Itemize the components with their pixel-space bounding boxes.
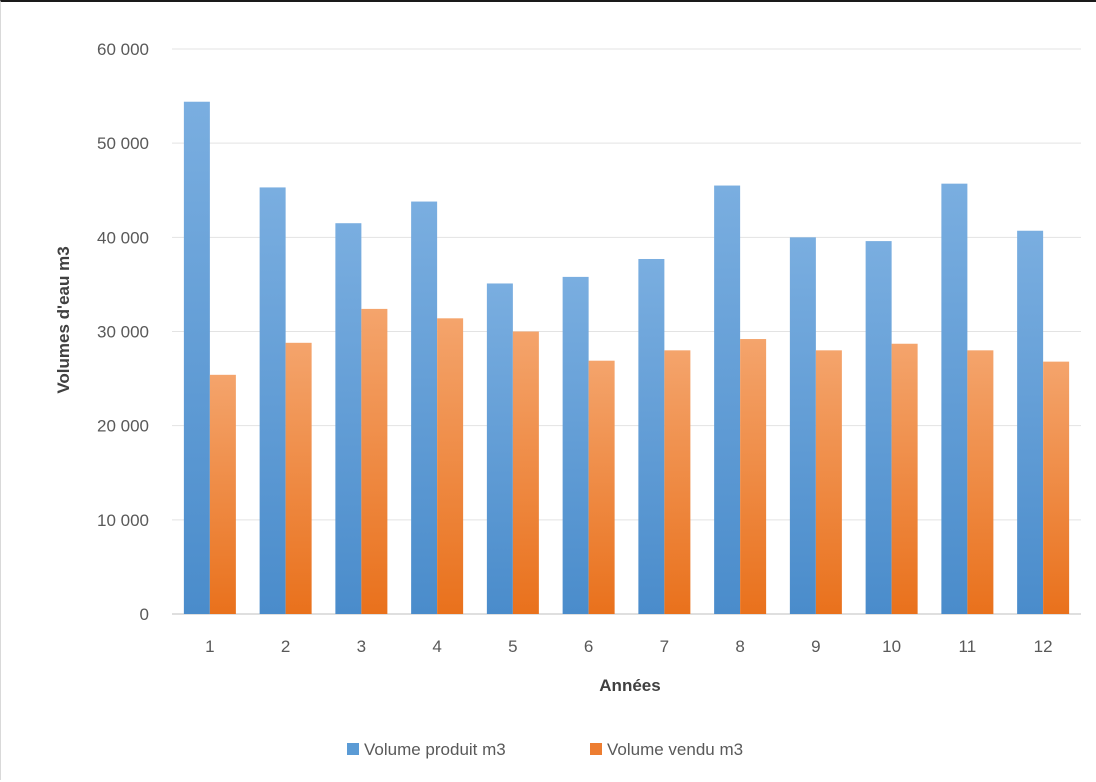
x-axis-title: Années bbox=[599, 676, 660, 695]
x-tick-label: 10 bbox=[882, 637, 901, 656]
bar-volume-produit-5 bbox=[486, 283, 513, 614]
bar-volume-vendu-11 bbox=[967, 350, 994, 614]
bar-volume-vendu-7 bbox=[664, 350, 691, 614]
bar-volume-produit-1 bbox=[183, 101, 210, 614]
x-tick-label: 3 bbox=[357, 637, 366, 656]
bars bbox=[183, 101, 1070, 615]
bar-volume-produit-7 bbox=[638, 258, 665, 614]
y-tick-label: 20 000 bbox=[97, 417, 149, 436]
bar-volume-vendu-10 bbox=[891, 343, 918, 614]
y-tick-label: 10 000 bbox=[97, 511, 149, 530]
x-tick-label: 6 bbox=[584, 637, 593, 656]
x-tick-label: 8 bbox=[735, 637, 744, 656]
bar-volume-produit-2 bbox=[259, 187, 286, 615]
bar-volume-vendu-4 bbox=[437, 318, 464, 614]
bar-volume-vendu-9 bbox=[815, 350, 842, 614]
y-tick-label: 40 000 bbox=[97, 228, 149, 247]
x-tick-label: 9 bbox=[811, 637, 820, 656]
legend-swatch-volume-produit bbox=[347, 743, 359, 755]
y-tick-label: 0 bbox=[140, 605, 149, 624]
bar-volume-vendu-2 bbox=[285, 342, 312, 614]
bar-volume-vendu-12 bbox=[1043, 361, 1070, 614]
x-tick-label: 5 bbox=[508, 637, 517, 656]
bar-volume-produit-8 bbox=[714, 185, 741, 614]
y-tick-label: 30 000 bbox=[97, 323, 149, 342]
gridlines bbox=[172, 48, 1081, 615]
bar-volume-produit-6 bbox=[562, 276, 589, 614]
bar-volume-produit-10 bbox=[865, 241, 892, 614]
x-tick-label: 2 bbox=[281, 637, 290, 656]
legend-label-volume-vendu: Volume vendu m3 bbox=[607, 740, 743, 759]
bar-volume-produit-3 bbox=[335, 223, 362, 615]
bar-volume-produit-12 bbox=[1017, 230, 1044, 614]
bar-volume-produit-4 bbox=[411, 201, 438, 615]
x-axis-ticks: 1 2 3 4 5 6 7 8 9 10 11 12 bbox=[205, 637, 1052, 656]
bar-volume-vendu-6 bbox=[588, 360, 615, 614]
x-tick-label: 4 bbox=[432, 637, 441, 656]
legend: Volume produit m3 Volume vendu m3 bbox=[347, 740, 743, 759]
bar-volume-vendu-8 bbox=[740, 339, 767, 614]
bar-volume-produit-11 bbox=[941, 183, 968, 615]
bar-volume-vendu-3 bbox=[361, 308, 388, 614]
y-axis-title: Volumes d'eau m3 bbox=[54, 246, 73, 393]
y-axis-ticks: 0 10 000 20 000 30 000 40 000 50 000 60 000 bbox=[97, 40, 149, 624]
legend-swatch-volume-vendu bbox=[590, 743, 602, 755]
bar-volume-produit-9 bbox=[789, 237, 816, 615]
x-tick-label: 7 bbox=[660, 637, 669, 656]
y-tick-label: 50 000 bbox=[97, 134, 149, 153]
x-tick-label: 12 bbox=[1034, 637, 1053, 656]
bar-volume-vendu-1 bbox=[209, 374, 236, 614]
bar-volume-vendu-5 bbox=[512, 331, 539, 614]
x-tick-label: 11 bbox=[959, 637, 977, 656]
legend-label-volume-produit: Volume produit m3 bbox=[364, 740, 506, 759]
x-tick-label: 1 bbox=[205, 637, 214, 656]
y-tick-label: 60 000 bbox=[97, 40, 149, 59]
